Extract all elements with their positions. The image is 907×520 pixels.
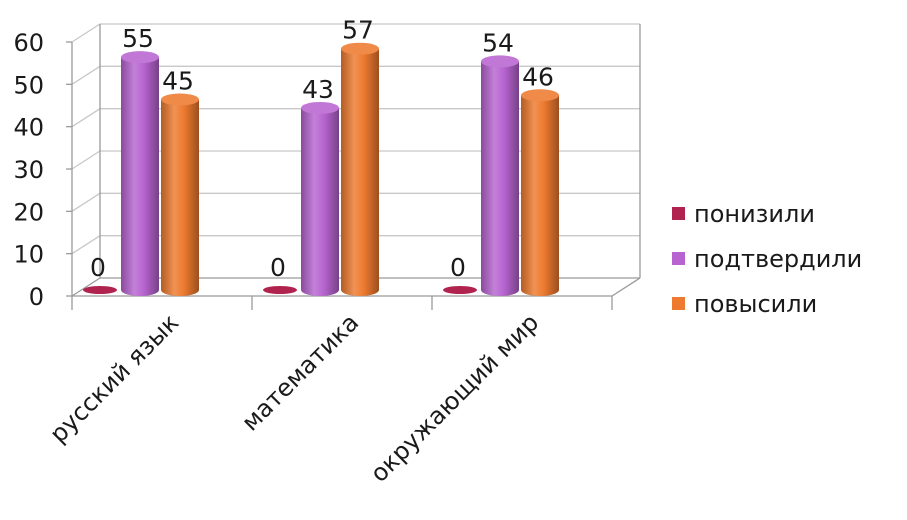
- data-label: 54: [482, 28, 514, 57]
- bar-понизили: [83, 286, 117, 294]
- bar-подтвердили: [301, 107, 339, 296]
- data-label: 45: [162, 67, 194, 96]
- x-category-label: математика: [236, 308, 364, 436]
- data-label: 0: [270, 253, 286, 282]
- bar-top-повысили: [521, 89, 559, 102]
- data-label: 57: [342, 16, 374, 45]
- data-label: 55: [122, 24, 154, 53]
- bar-понизили: [443, 286, 477, 294]
- legend-swatch: [672, 252, 685, 265]
- data-label: 43: [302, 75, 334, 104]
- y-tick-label: 10: [13, 241, 44, 269]
- y-tick-label: 20: [13, 198, 44, 226]
- bar-top-подтвердили: [301, 101, 339, 114]
- y-tick-label: 30: [13, 156, 44, 184]
- legend-label: понизили: [694, 200, 815, 228]
- y-tick-label: 60: [13, 29, 44, 57]
- x-category-label: русский язык: [44, 308, 184, 448]
- bar-top-повысили: [341, 42, 379, 55]
- bar-повысили: [521, 95, 559, 297]
- legend-label: подтвердили: [694, 245, 862, 273]
- legend: понизили подтвердили повысили: [672, 200, 862, 318]
- data-label: 0: [450, 253, 466, 282]
- bar-подтвердили: [121, 57, 159, 296]
- bar-top-подтвердили: [121, 51, 159, 64]
- bar-понизили: [263, 286, 297, 294]
- legend-swatch: [672, 207, 685, 220]
- bar-повысили: [161, 99, 199, 296]
- data-label: 46: [522, 62, 554, 91]
- x-category-label: окружающий мир: [365, 308, 544, 487]
- y-tick-label: 0: [29, 283, 44, 311]
- y-tick-label: 50: [13, 71, 44, 99]
- bar-top-повысили: [161, 93, 199, 106]
- bar-повысили: [341, 48, 379, 297]
- data-label: 0: [90, 253, 106, 282]
- legend-label: повысили: [694, 290, 817, 318]
- legend-swatch: [672, 297, 685, 310]
- bar-подтвердили: [481, 61, 519, 297]
- y-tick-label: 40: [13, 114, 44, 142]
- bar-top-подтвердили: [481, 55, 519, 68]
